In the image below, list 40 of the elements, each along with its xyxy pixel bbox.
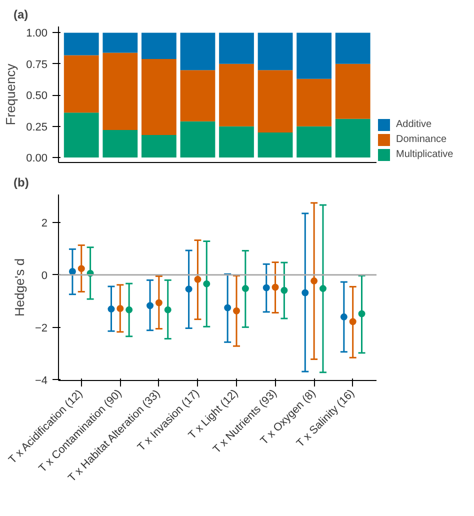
bar (180, 70, 216, 122)
bar (335, 118, 370, 158)
chart-title: (b) (14, 176, 29, 190)
y-tick-label: −2 (34, 322, 48, 334)
y-tick-label: 0.00 (26, 152, 48, 165)
bar (141, 135, 176, 158)
bar (258, 70, 293, 133)
y-tick-label: 0 (41, 270, 48, 282)
y-tick-label: 0.75 (26, 58, 48, 71)
bar (258, 132, 293, 158)
y-tick-label: 0.50 (26, 90, 48, 102)
y-tick-label: 1.00 (26, 28, 48, 40)
legend-label: Dominance (396, 134, 447, 145)
chart-title: (a) (14, 8, 28, 22)
bar (296, 78, 332, 126)
y-axis-title: Frequency (3, 63, 18, 126)
y-tick-label: −4 (34, 374, 48, 387)
bar (180, 32, 216, 70)
y-axis-title: Hedge's d (12, 258, 27, 317)
y-tick-label: 0.25 (26, 121, 48, 134)
bar (296, 126, 332, 158)
bar (64, 55, 99, 113)
bar (102, 130, 138, 158)
legend-label: Multiplicative (396, 149, 454, 160)
bar (335, 32, 370, 64)
bar (102, 32, 138, 53)
bar (219, 32, 254, 64)
bar (64, 32, 99, 56)
bar (219, 126, 254, 158)
bar (335, 64, 370, 119)
bar (141, 58, 176, 136)
bar (102, 52, 138, 130)
bar (296, 32, 332, 79)
bar (180, 121, 216, 158)
bar (258, 32, 293, 70)
bar (64, 112, 99, 158)
legend-label: Additive (396, 119, 432, 130)
bar (219, 64, 254, 126)
bar (141, 32, 176, 59)
y-tick-label: 2 (41, 217, 48, 230)
